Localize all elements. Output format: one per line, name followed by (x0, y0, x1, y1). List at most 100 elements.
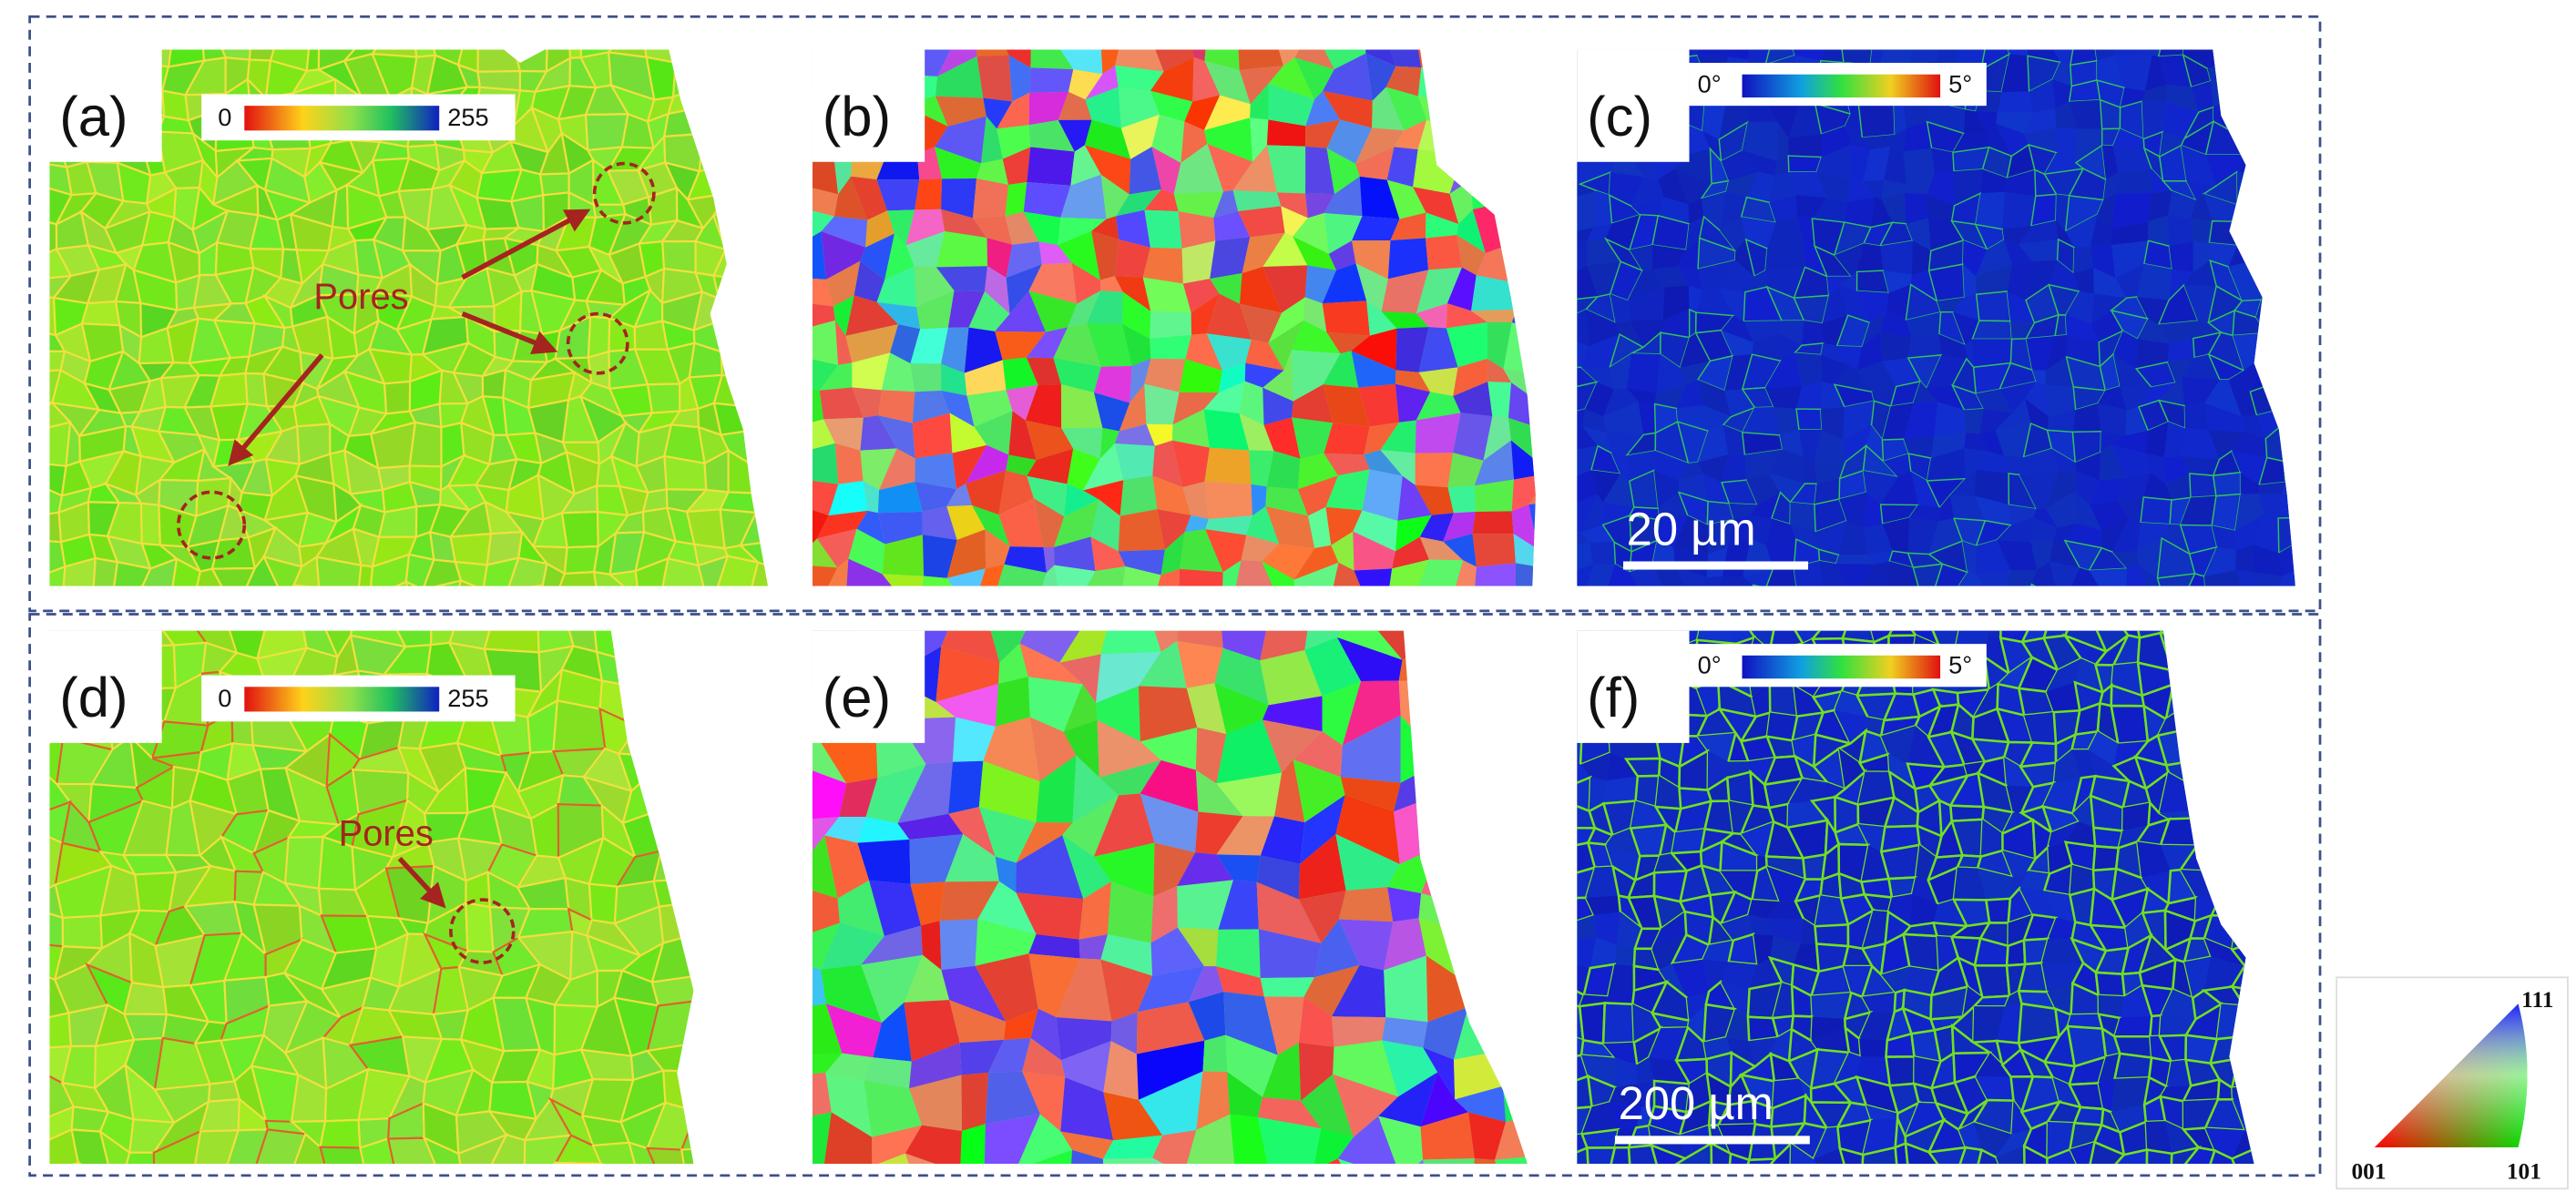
grain (848, 528, 885, 575)
grain (1813, 1126, 1840, 1159)
colorbar-min: 0 (218, 684, 231, 712)
grain (910, 327, 948, 364)
grain (1033, 498, 1065, 547)
grain (1058, 119, 1092, 152)
grain (977, 564, 1005, 586)
grain (652, 711, 690, 759)
grain (1447, 68, 1488, 102)
grain (2229, 630, 2254, 644)
grain (2182, 573, 2207, 586)
grain (1843, 425, 1872, 462)
grain (1301, 1074, 1354, 1137)
grain (825, 260, 861, 307)
grain (2145, 1148, 2173, 1165)
grain (1028, 953, 1080, 1018)
grain (1722, 424, 1745, 455)
grain (1216, 966, 1264, 997)
grain (2005, 991, 2022, 1007)
grain (1821, 342, 1849, 365)
grain (1872, 386, 1896, 407)
grain (1505, 630, 1528, 665)
grain (2256, 637, 2285, 666)
colorbar-min: 0 (218, 103, 231, 131)
grain (740, 351, 768, 384)
grain (1702, 474, 1730, 504)
grain (937, 49, 977, 76)
grain (1975, 540, 2011, 576)
grain (1904, 1141, 1944, 1165)
grain (2055, 220, 2075, 248)
grain (1826, 276, 1852, 296)
grain (1447, 485, 1476, 514)
grain (2183, 692, 2223, 719)
grain (1203, 117, 1253, 162)
grain (1976, 239, 2013, 277)
grain (1610, 293, 1630, 323)
grain (2090, 589, 2127, 611)
grain (1814, 895, 1848, 927)
grain (2232, 765, 2254, 786)
grain (1742, 407, 1780, 435)
grain (834, 443, 864, 484)
grain (1894, 102, 1907, 135)
grain (1904, 173, 1935, 195)
grain (2232, 451, 2267, 485)
grain (1304, 630, 1355, 650)
grain (1400, 715, 1433, 783)
grain (541, 562, 567, 586)
grain (1722, 630, 1755, 644)
grain (2172, 659, 2196, 693)
grain (463, 1168, 491, 1202)
grain (949, 413, 987, 453)
grain (1338, 919, 1394, 971)
grain (1577, 227, 1594, 245)
grain (704, 971, 731, 1000)
grain (1268, 297, 1305, 343)
grain (1202, 1034, 1228, 1073)
grain (1794, 352, 1823, 387)
grain (1152, 440, 1183, 487)
grain (754, 268, 768, 306)
grain (1351, 328, 1397, 371)
grain (1445, 590, 1488, 620)
grain (812, 354, 839, 391)
grain (689, 865, 694, 926)
grain (812, 1053, 843, 1076)
grain (1322, 300, 1370, 336)
grain (2088, 731, 2119, 767)
grain (1150, 886, 1178, 943)
grain (1063, 684, 1098, 732)
grain (1471, 1158, 1511, 1165)
grain (2032, 508, 2058, 528)
grain (1218, 362, 1246, 393)
grain (1472, 563, 1517, 586)
grain (1008, 411, 1037, 461)
grain (1118, 549, 1165, 576)
grain (1811, 1016, 1845, 1041)
grain (1146, 423, 1173, 446)
grain (915, 481, 957, 512)
grain (122, 981, 169, 1016)
grain (1975, 569, 2011, 586)
grain (1949, 469, 1976, 496)
grain (1181, 240, 1216, 284)
grain (1030, 49, 1074, 70)
grain (614, 642, 671, 695)
grain (2115, 168, 2152, 194)
grain (1331, 597, 1366, 636)
grain (2030, 540, 2054, 571)
grain (952, 444, 987, 490)
grain (1313, 1158, 1362, 1165)
grain (1630, 800, 1667, 829)
grain (284, 1163, 326, 1165)
grain (1769, 172, 1796, 203)
grain (1930, 433, 1967, 459)
grain (2147, 215, 2170, 247)
grain (1962, 264, 1977, 298)
grain (2279, 49, 2295, 64)
grain (2241, 136, 2268, 155)
grain (560, 510, 599, 549)
grain (563, 545, 600, 576)
grain (1118, 509, 1165, 552)
grain (1577, 340, 1590, 368)
